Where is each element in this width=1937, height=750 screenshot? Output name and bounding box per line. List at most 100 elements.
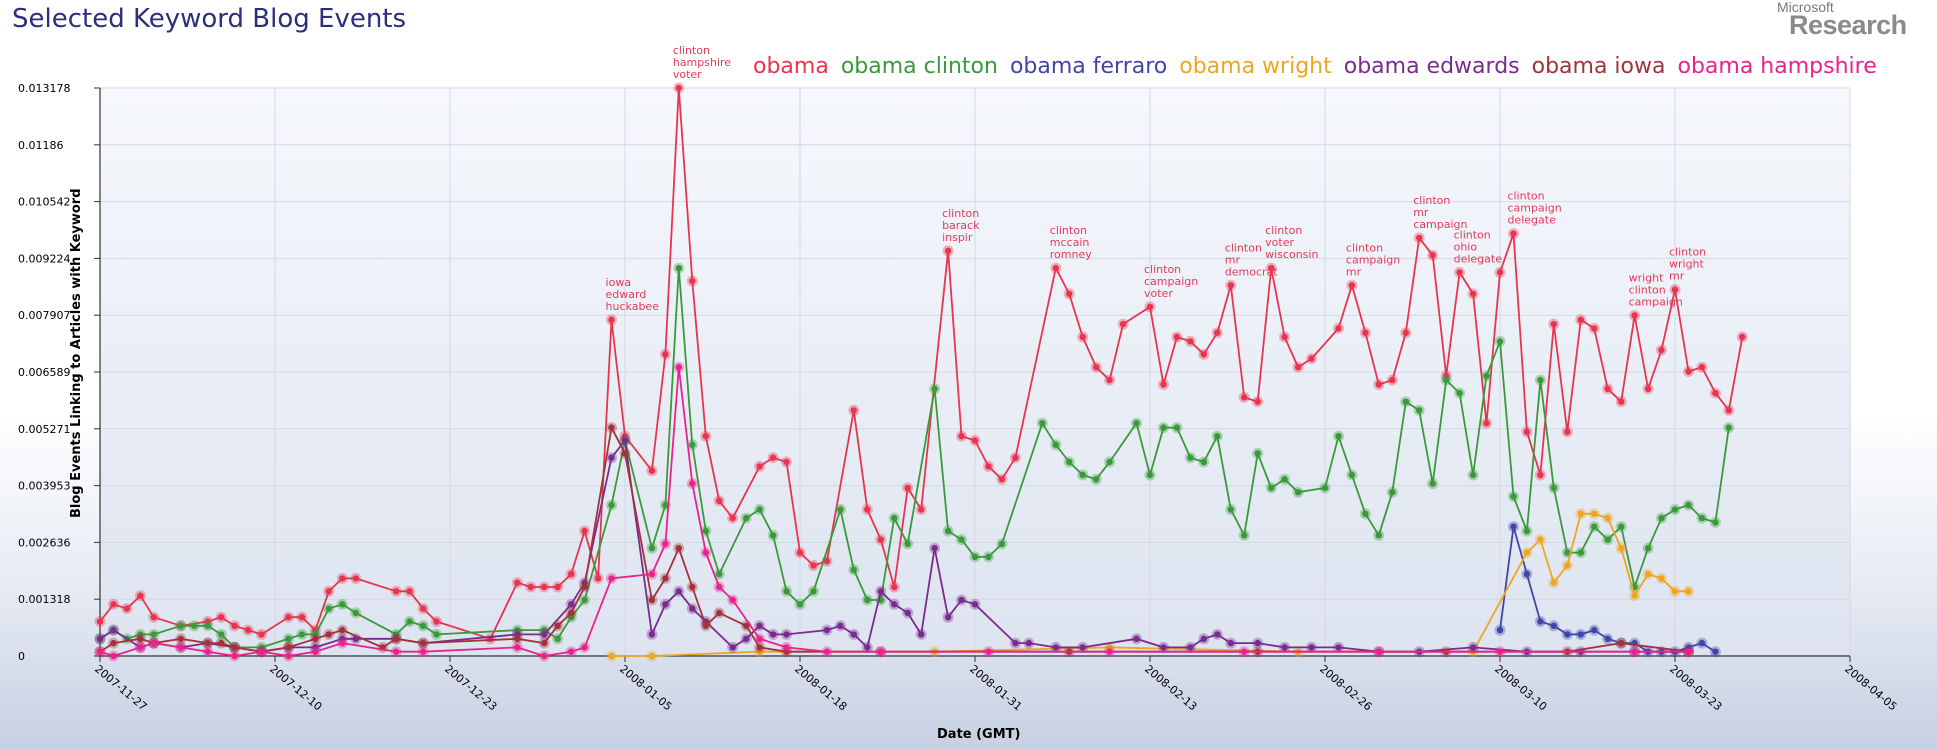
data-point[interactable] — [1685, 368, 1692, 375]
data-point[interactable] — [137, 644, 144, 651]
data-point[interactable] — [864, 596, 871, 604]
data-point[interactable] — [1294, 364, 1302, 371]
data-point[interactable] — [285, 652, 292, 660]
data-point[interactable] — [1725, 407, 1733, 414]
data-point[interactable] — [796, 549, 804, 556]
data-point[interactable] — [568, 648, 575, 655]
data-point[interactable] — [783, 458, 790, 466]
data-point[interactable] — [1496, 648, 1504, 655]
data-point[interactable] — [1577, 316, 1585, 323]
data-point[interactable] — [891, 601, 898, 608]
data-point[interactable] — [541, 639, 548, 647]
data-point[interactable] — [931, 385, 938, 392]
data-point[interactable] — [298, 631, 306, 638]
data-point[interactable] — [756, 644, 763, 651]
data-point[interactable] — [1618, 639, 1625, 647]
data-point[interactable] — [1671, 588, 1679, 595]
data-point[interactable] — [177, 635, 184, 642]
data-point[interactable] — [944, 527, 952, 535]
data-point[interactable] — [958, 596, 965, 604]
data-point[interactable] — [1416, 407, 1423, 414]
data-point[interactable] — [944, 247, 952, 254]
data-point[interactable] — [1241, 648, 1248, 655]
data-point[interactable] — [1591, 325, 1598, 332]
data-point[interactable] — [96, 618, 104, 625]
data-point[interactable] — [258, 648, 265, 655]
data-point[interactable] — [1052, 441, 1060, 448]
data-point[interactable] — [998, 476, 1006, 483]
data-point[interactable] — [581, 596, 588, 604]
data-point[interactable] — [1106, 648, 1113, 655]
data-point[interactable] — [1698, 364, 1706, 371]
data-point[interactable] — [756, 635, 763, 642]
data-point[interactable] — [1173, 424, 1181, 431]
data-point[interactable] — [204, 648, 211, 655]
data-point[interactable] — [1093, 476, 1100, 483]
data-point[interactable] — [1510, 523, 1517, 530]
legend-entry[interactable]: obama hampshire — [1677, 54, 1876, 79]
data-point[interactable] — [1658, 346, 1665, 354]
data-point[interactable] — [648, 596, 656, 604]
data-point[interactable] — [729, 644, 736, 651]
data-point[interactable] — [1039, 420, 1046, 427]
data-point[interactable] — [985, 648, 992, 655]
data-point[interactable] — [864, 506, 871, 513]
data-point[interactable] — [958, 433, 965, 440]
data-point[interactable] — [1443, 376, 1450, 384]
data-point[interactable] — [1712, 648, 1719, 655]
data-point[interactable] — [1254, 398, 1261, 405]
data-point[interactable] — [1725, 424, 1733, 431]
data-point[interactable] — [177, 622, 184, 629]
data-point[interactable] — [1066, 290, 1073, 298]
data-point[interactable] — [850, 407, 857, 414]
data-point[interactable] — [1510, 230, 1517, 237]
data-point[interactable] — [1523, 428, 1531, 436]
data-point[interactable] — [1241, 532, 1248, 539]
data-point[interactable] — [1537, 471, 1544, 479]
data-point[interactable] — [662, 575, 669, 582]
data-point[interactable] — [568, 609, 575, 617]
data-point[interactable] — [743, 635, 750, 642]
data-point[interactable] — [1523, 549, 1531, 556]
data-point[interactable] — [823, 648, 831, 655]
data-point[interactable] — [891, 583, 898, 591]
data-point[interactable] — [1133, 420, 1140, 427]
data-point[interactable] — [406, 588, 413, 595]
data-point[interactable] — [393, 648, 400, 655]
data-point[interactable] — [1160, 381, 1167, 388]
data-point[interactable] — [541, 583, 548, 591]
data-point[interactable] — [1079, 471, 1086, 479]
data-point[interactable] — [1429, 480, 1436, 487]
data-point[interactable] — [716, 583, 723, 591]
data-point[interactable] — [729, 596, 736, 604]
data-point[interactable] — [1429, 252, 1436, 259]
data-point[interactable] — [1496, 626, 1504, 634]
data-point[interactable] — [1348, 471, 1356, 479]
data-point[interactable] — [1631, 592, 1638, 599]
data-point[interactable] — [702, 549, 709, 556]
data-point[interactable] — [1281, 476, 1288, 483]
data-point[interactable] — [1618, 398, 1625, 405]
data-point[interactable] — [137, 592, 144, 599]
data-point[interactable] — [675, 588, 682, 595]
data-point[interactable] — [648, 570, 656, 578]
data-point[interactable] — [1106, 458, 1113, 466]
data-point[interactable] — [325, 588, 332, 595]
data-point[interactable] — [1308, 644, 1315, 651]
data-point[interactable] — [393, 631, 400, 638]
data-point[interactable] — [985, 463, 992, 470]
data-point[interactable] — [1281, 644, 1288, 651]
data-point[interactable] — [1281, 333, 1288, 341]
data-point[interactable] — [702, 433, 709, 440]
data-point[interactable] — [191, 622, 198, 629]
data-point[interactable] — [608, 424, 615, 431]
data-point[interactable] — [581, 644, 588, 651]
data-point[interactable] — [1308, 355, 1315, 362]
data-point[interactable] — [419, 648, 427, 655]
legend-entry[interactable]: obama clinton — [841, 54, 998, 79]
data-point[interactable] — [944, 614, 952, 621]
data-point[interactable] — [918, 506, 925, 513]
legend-entry[interactable]: obama — [753, 54, 829, 79]
data-point[interactable] — [1550, 622, 1558, 629]
data-point[interactable] — [339, 639, 346, 647]
